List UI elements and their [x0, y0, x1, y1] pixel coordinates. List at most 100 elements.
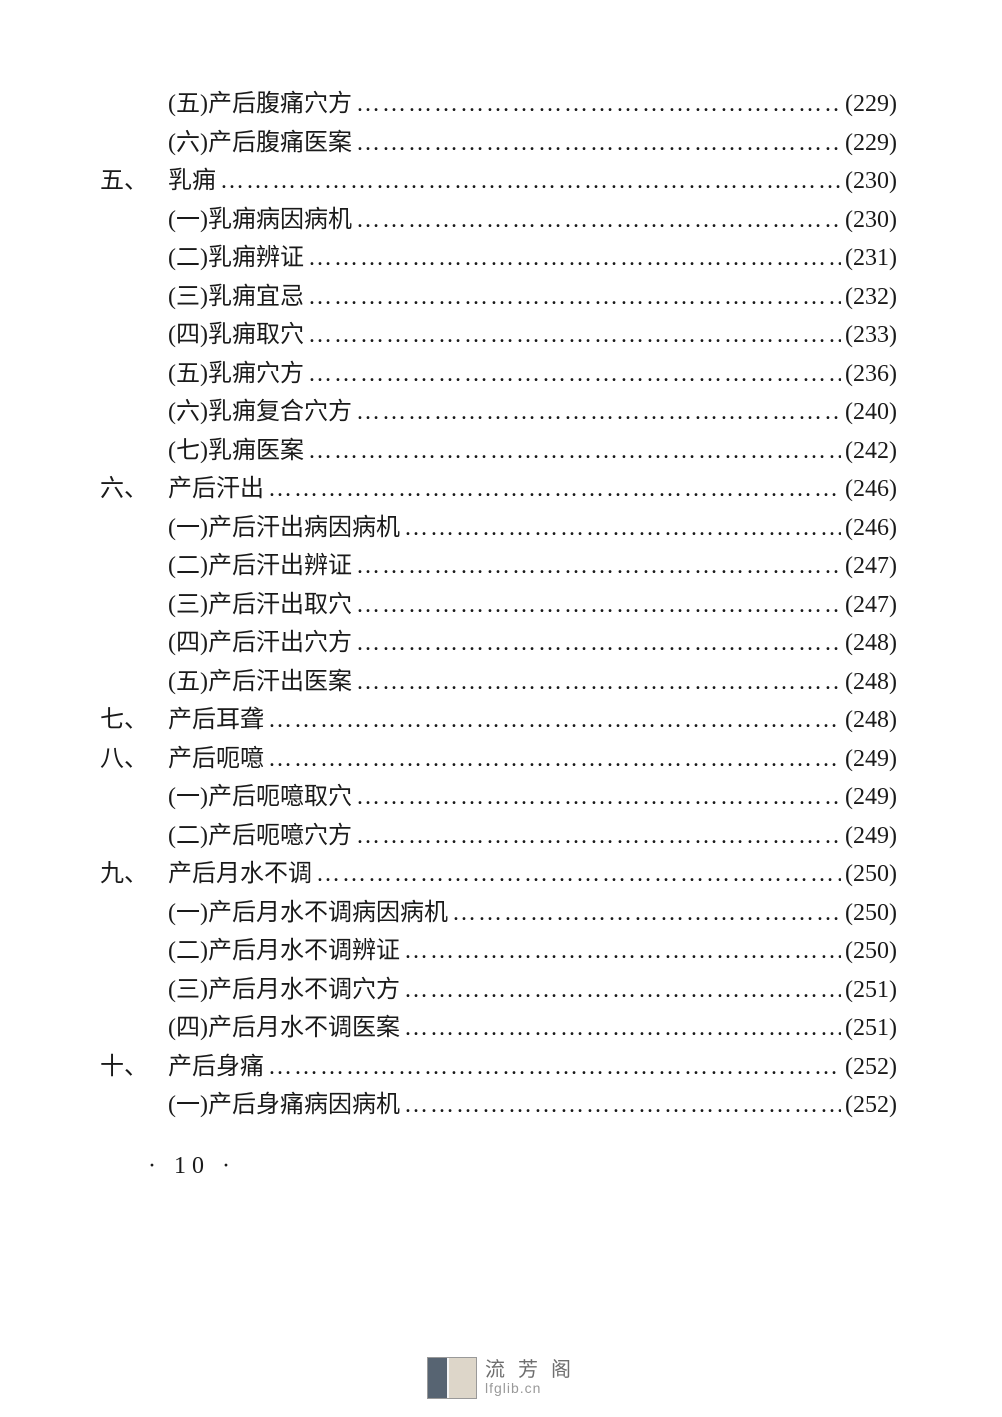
toc-label: (二)乳痈辨证	[168, 239, 304, 278]
toc-section-number: 九、	[100, 855, 168, 894]
toc-label: (二)产后汗出辨证	[168, 547, 352, 586]
toc-leader	[312, 855, 845, 894]
toc-leader	[352, 85, 845, 124]
toc-page-number: (229)	[845, 85, 897, 124]
page-number: · 10 ·	[148, 1153, 897, 1180]
toc-label: (二)产后月水不调辨证	[168, 932, 400, 971]
toc-entry: (四)产后月水不调医案 (251)	[100, 1009, 897, 1048]
toc-label: (一)产后呃噫取穴	[168, 778, 352, 817]
toc-page-number: (249)	[845, 778, 897, 817]
toc-entry: (二)产后月水不调辨证 (250)	[100, 932, 897, 971]
toc-entry: (三)产后汗出取穴(247)	[100, 586, 897, 625]
toc-page-number: (236)	[845, 355, 897, 394]
toc-label: 产后耳聋	[168, 701, 264, 740]
toc-page-number: (246)	[845, 470, 897, 509]
toc-label: (二)产后呃噫穴方	[168, 817, 352, 856]
watermark-text: 流 芳 阁 lfglib.cn	[485, 1359, 575, 1396]
toc-label: (一)产后身痛病因病机	[168, 1086, 400, 1125]
toc-page-number: (233)	[845, 316, 897, 355]
toc-page-number: (248)	[845, 663, 897, 702]
toc-leader	[352, 547, 845, 586]
toc-page-number: (242)	[845, 432, 897, 471]
book-icon	[427, 1357, 477, 1399]
toc-page-number: (248)	[845, 701, 897, 740]
toc-entry: 七、产后耳聋 (248)	[100, 701, 897, 740]
toc-section-number: 八、	[100, 740, 168, 779]
toc-page-number: (251)	[845, 1009, 897, 1048]
toc-leader	[352, 624, 845, 663]
toc-entry: 五、乳痈 (230)	[100, 162, 897, 201]
toc-label: (七)乳痈医案	[168, 432, 304, 471]
toc-label: (四)产后汗出穴方	[168, 624, 352, 663]
toc-label: (三)产后汗出取穴	[168, 586, 352, 625]
toc-entry: (五)乳痈穴方(236)	[100, 355, 897, 394]
toc-leader	[448, 894, 845, 933]
toc-page-number: (248)	[845, 624, 897, 663]
toc-page-number: (246)	[845, 509, 897, 548]
toc-entry: (三)产后月水不调穴方 (251)	[100, 971, 897, 1010]
toc-entry: (五)产后汗出医案(248)	[100, 663, 897, 702]
toc-leader	[264, 701, 845, 740]
watermark-url: lfglib.cn	[485, 1381, 575, 1396]
toc-label: (四)乳痈取穴	[168, 316, 304, 355]
toc-section-number: 十、	[100, 1048, 168, 1087]
toc-label: 产后汗出	[168, 470, 264, 509]
toc-leader	[352, 663, 845, 702]
toc-leader	[352, 201, 845, 240]
toc-entry: (二)产后汗出辨证 (247)	[100, 547, 897, 586]
toc-label: 乳痈	[168, 162, 216, 201]
toc-page-number: (249)	[845, 817, 897, 856]
toc-label: (三)乳痈宜忌	[168, 278, 304, 317]
toc-leader	[400, 932, 845, 971]
toc-page-number: (250)	[845, 932, 897, 971]
toc-label: 产后呃噫	[168, 740, 264, 779]
toc-leader	[352, 124, 845, 163]
toc-entry: (三)乳痈宜忌(232)	[100, 278, 897, 317]
toc-page-number: (250)	[845, 894, 897, 933]
toc-label: (一)乳痈病因病机	[168, 201, 352, 240]
toc-entry: (六)产后腹痛医案(229)	[100, 124, 897, 163]
toc-page-number: (252)	[845, 1048, 897, 1087]
toc-page-number: (229)	[845, 124, 897, 163]
watermark: 流 芳 阁 lfglib.cn	[427, 1357, 575, 1399]
toc-leader	[216, 162, 845, 201]
toc-entry: (一)产后月水不调病因病机(250)	[100, 894, 897, 933]
toc-page-number: (250)	[845, 855, 897, 894]
toc-entry: 九、产后月水不调 (250)	[100, 855, 897, 894]
toc-leader	[352, 817, 845, 856]
toc-label: (四)产后月水不调医案	[168, 1009, 400, 1048]
toc-label: (一)产后汗出病因病机	[168, 509, 400, 548]
toc-page-number: (230)	[845, 162, 897, 201]
toc-entry: (七)乳痈医案 (242)	[100, 432, 897, 471]
toc-leader	[264, 1048, 845, 1087]
toc-container: (五)产后腹痛穴方 (229)(六)产后腹痛医案(229)五、乳痈 (230) (一)…	[0, 0, 1002, 1180]
toc-leader	[304, 355, 845, 394]
toc-leader	[400, 1086, 845, 1125]
toc-section-number: 七、	[100, 701, 168, 740]
toc-page-number: (251)	[845, 971, 897, 1010]
toc-label: 产后月水不调	[168, 855, 312, 894]
toc-page-number: (231)	[845, 239, 897, 278]
toc-leader	[352, 586, 845, 625]
toc-section-number: 五、	[100, 162, 168, 201]
toc-leader	[304, 278, 845, 317]
toc-leader	[400, 1009, 845, 1048]
toc-page-number: (252)	[845, 1086, 897, 1125]
toc-leader	[264, 740, 845, 779]
toc-page-number: (249)	[845, 740, 897, 779]
toc-entry: (四)产后汗出穴方 (248)	[100, 624, 897, 663]
toc-entry: (六)乳痈复合穴方(240)	[100, 393, 897, 432]
toc-label: (五)产后腹痛穴方	[168, 85, 352, 124]
toc-leader	[304, 316, 845, 355]
toc-label: (三)产后月水不调穴方	[168, 971, 400, 1010]
toc-leader	[264, 470, 845, 509]
toc-entry: 六、产后汗出(246)	[100, 470, 897, 509]
toc-page-number: (230)	[845, 201, 897, 240]
toc-entry: (二)产后呃噫穴方 (249)	[100, 817, 897, 856]
toc-entry: (一)产后身痛病因病机 (252)	[100, 1086, 897, 1125]
toc-entry: (四)乳痈取穴 (233)	[100, 316, 897, 355]
watermark-title: 流 芳 阁	[485, 1359, 575, 1381]
toc-page-number: (247)	[845, 547, 897, 586]
toc-page-number: (240)	[845, 393, 897, 432]
toc-entry: 八、产后呃噫 (249)	[100, 740, 897, 779]
